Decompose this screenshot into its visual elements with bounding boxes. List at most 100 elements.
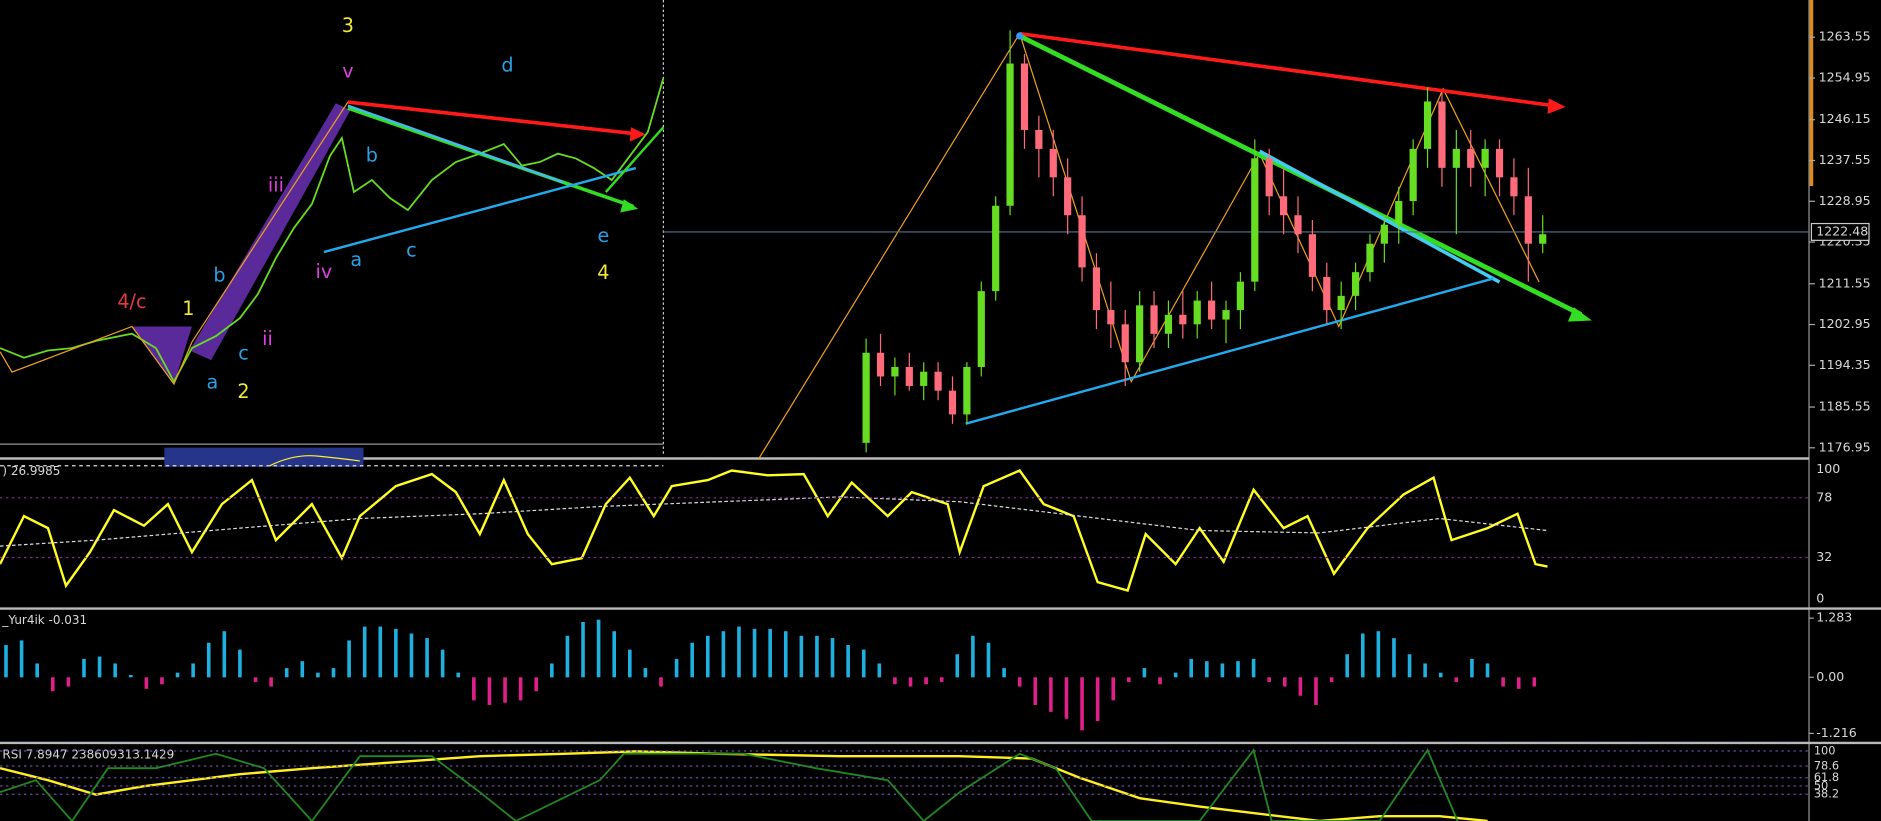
y-tick-label: 38.2 [1814,787,1839,801]
candle-body [1337,295,1345,311]
histogram-bar [1360,633,1365,678]
histogram-bar [596,619,601,678]
histogram-bar [97,656,102,678]
candle-body [1208,300,1216,320]
y-tick-label: 1263.55 [1819,29,1871,44]
histogram-bar [768,628,772,678]
histogram-bar [565,635,570,678]
histogram-bar [206,642,211,678]
histogram-bar [737,626,741,678]
histogram-bar [971,635,975,678]
histogram-bar [191,663,195,678]
histogram-bar [35,663,39,678]
wave-label: d [501,54,513,77]
candle-body [1279,196,1288,216]
candle-body [1035,129,1043,149]
y-tick-label: 32 [1816,549,1832,564]
y-tick-label: 1237.55 [1819,152,1871,167]
histogram-bar [128,675,133,678]
scroll-thumb[interactable] [164,447,364,467]
candle-body [1452,148,1460,168]
histogram-bar [955,654,960,678]
histogram-bar [1267,677,1271,682]
arrow-head [620,199,639,213]
histogram-bar [799,635,804,678]
histogram-bar [113,663,117,678]
histogram-bar [908,677,913,687]
wave-label: b [213,264,225,287]
candle-body [1136,305,1144,363]
wave-zone [131,326,192,385]
y-tick-label: -1.216 [1816,725,1857,740]
candle-body [1323,276,1331,311]
wave-label: c [406,238,417,261]
histogram-bar [674,658,679,678]
histogram-bar [1282,677,1287,687]
y-tick-label: 1228.95 [1819,193,1871,208]
candle-body [876,352,885,377]
histogram-bar [1002,668,1006,678]
y-tick-label: 1.283 [1816,610,1852,625]
candle-body [1164,314,1173,334]
histogram-bar [1438,672,1443,678]
histogram-bar [1189,658,1194,678]
histogram-bar [1017,677,1022,687]
candle-body [1510,177,1518,197]
trend-line [1019,31,1554,108]
trend-line [965,277,1494,425]
zigzag [0,101,349,386]
y-tick-label: 100 [1816,461,1840,476]
candle-body [1179,314,1187,325]
wave-label: 3 [342,14,354,37]
histogram-bar [160,677,164,685]
wave-label: c [238,342,249,365]
histogram-bar [1501,677,1505,687]
histogram-bar [425,638,429,678]
candle-body [905,366,913,386]
histogram-bar [1111,677,1116,701]
histogram-bar [1345,654,1349,678]
wave-label: a [206,370,218,393]
histogram-bar [705,635,710,678]
wave-label: 2 [237,380,249,403]
histogram-bar [1376,631,1381,678]
y-tick-label: 1176.95 [1819,439,1871,454]
candle-body [1049,148,1057,178]
stochastic-average [0,496,1548,547]
trend-line [347,100,642,137]
histogram-bar [269,677,273,687]
histogram-bar [222,631,227,678]
trend-line [1258,149,1501,284]
candle-body [1467,148,1475,168]
histogram-bar [440,649,445,678]
wave-label: a [350,248,362,271]
wave-label: iii [268,174,284,197]
histogram-bar [1314,677,1318,705]
arrow-head [629,127,646,142]
candle-body [963,366,971,415]
histogram-bar [238,649,242,678]
candle-body [1107,310,1115,325]
candle-body [1481,148,1489,168]
candle-body [1366,243,1374,273]
y-tick-label: 1246.15 [1819,111,1871,126]
histogram-bar [581,621,585,678]
histogram-bar [1407,654,1412,678]
histogram-bar [846,645,850,678]
candle-body [1092,267,1101,311]
y-tick-label: 61.8 [1814,770,1839,784]
candle-body [948,390,957,415]
arrow-head [1567,307,1592,322]
histogram-bar [1158,677,1162,685]
candle-body [1524,196,1532,244]
histogram-bar [721,631,726,678]
histogram-bar [1220,663,1225,678]
candle-body [1409,148,1417,202]
histogram-bar [690,642,694,678]
y-tick-label: 100 [1814,743,1836,757]
histogram-bar [815,635,819,678]
candle-body [1438,101,1446,168]
wave-label: 4/c [117,290,146,313]
